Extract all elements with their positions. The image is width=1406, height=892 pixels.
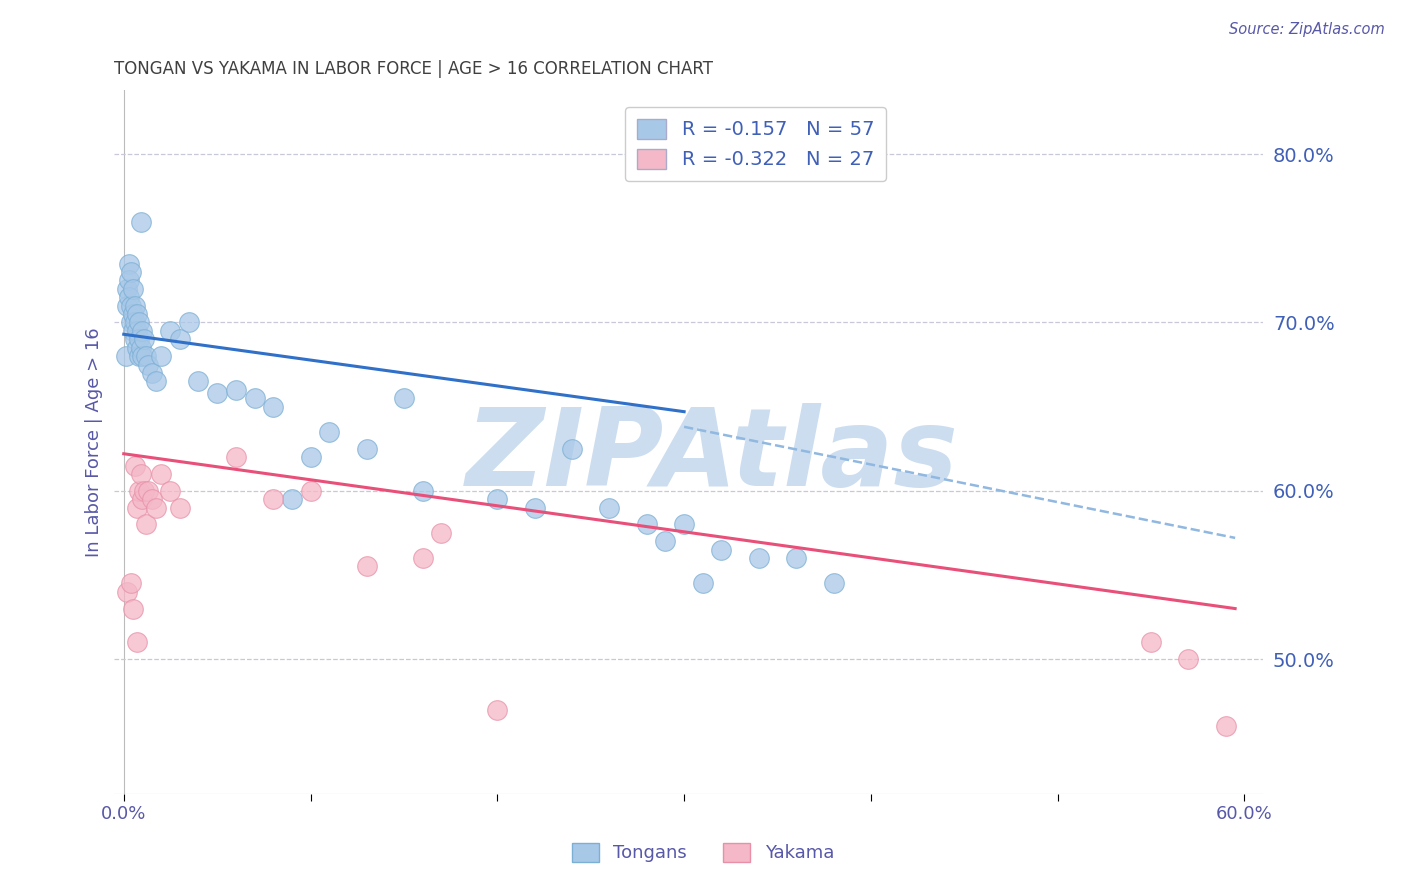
Point (135, 517, 157, 532)
Legend: Tongans, Yakama: Tongans, Yakama (565, 836, 841, 870)
Point (159, 324, 181, 338)
Point (128, 349, 150, 363)
Legend: R = -0.157   N = 57, R = -0.322   N = 27: R = -0.157 N = 57, R = -0.322 N = 27 (626, 107, 886, 181)
Point (392, 391, 415, 405)
Point (1215, 719, 1237, 733)
Point (141, 366, 163, 380)
Point (654, 534, 676, 549)
Point (356, 559, 378, 574)
Point (145, 500, 167, 515)
Point (125, 307, 148, 321)
Point (1177, 652, 1199, 666)
Point (118, 273, 141, 287)
Point (122, 601, 145, 615)
Point (120, 316, 142, 330)
Point (205, 386, 228, 401)
Point (187, 375, 209, 389)
Point (131, 324, 153, 338)
Point (169, 500, 191, 515)
Point (673, 517, 696, 532)
Point (117, 584, 139, 599)
Point (128, 316, 150, 330)
Point (486, 702, 509, 716)
Point (125, 500, 148, 515)
Point (124, 299, 146, 313)
Point (412, 483, 434, 498)
Text: ZIPAtlas: ZIPAtlas (465, 403, 959, 509)
Point (128, 332, 150, 346)
Point (134, 332, 156, 346)
Point (118, 257, 141, 271)
Point (136, 358, 159, 372)
Point (159, 483, 181, 498)
Point (125, 635, 148, 649)
Point (1140, 635, 1163, 649)
Point (114, 349, 136, 363)
Point (179, 316, 201, 330)
Point (131, 492, 153, 507)
Point (299, 483, 322, 498)
Point (118, 290, 141, 304)
Point (129, 467, 152, 481)
Point (430, 525, 453, 540)
Point (134, 483, 156, 498)
Point (243, 391, 266, 405)
Point (145, 375, 167, 389)
Point (486, 492, 509, 507)
Text: Source: ZipAtlas.com: Source: ZipAtlas.com (1229, 22, 1385, 37)
Point (412, 551, 434, 566)
Point (636, 517, 658, 532)
Point (262, 400, 284, 414)
Point (117, 282, 139, 296)
Point (299, 450, 322, 464)
Point (561, 442, 583, 456)
Point (225, 383, 247, 397)
Point (129, 341, 152, 355)
Point (136, 483, 159, 498)
Point (598, 500, 620, 515)
Point (124, 458, 146, 473)
Point (318, 425, 340, 439)
Point (281, 492, 304, 507)
Point (141, 492, 163, 507)
Point (124, 332, 146, 346)
Point (785, 551, 807, 566)
Point (122, 307, 145, 321)
Point (124, 316, 146, 330)
Point (710, 542, 733, 557)
Y-axis label: In Labor Force | Age > 16: In Labor Force | Age > 16 (86, 327, 103, 557)
Point (120, 299, 142, 313)
Point (150, 467, 173, 481)
Point (169, 332, 191, 346)
Point (131, 349, 153, 363)
Point (150, 349, 173, 363)
Point (692, 576, 714, 591)
Point (748, 551, 770, 566)
Point (125, 341, 148, 355)
Point (125, 324, 148, 338)
Point (117, 299, 139, 313)
Point (225, 450, 247, 464)
Point (129, 214, 152, 228)
Point (356, 442, 378, 456)
Point (823, 576, 845, 591)
Point (122, 324, 145, 338)
Point (262, 492, 284, 507)
Point (120, 576, 142, 591)
Point (523, 500, 546, 515)
Point (122, 282, 145, 296)
Point (128, 483, 150, 498)
Point (135, 349, 157, 363)
Point (120, 265, 142, 279)
Text: TONGAN VS YAKAMA IN LABOR FORCE | AGE > 16 CORRELATION CHART: TONGAN VS YAKAMA IN LABOR FORCE | AGE > … (114, 60, 713, 78)
